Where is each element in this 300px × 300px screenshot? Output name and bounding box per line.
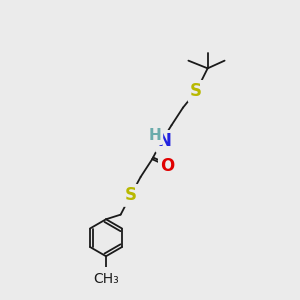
Text: N: N: [158, 133, 172, 151]
Text: S: S: [190, 82, 202, 100]
Text: O: O: [160, 157, 175, 175]
Text: H: H: [148, 128, 161, 143]
Text: CH₃: CH₃: [93, 272, 119, 286]
Text: S: S: [125, 186, 137, 204]
